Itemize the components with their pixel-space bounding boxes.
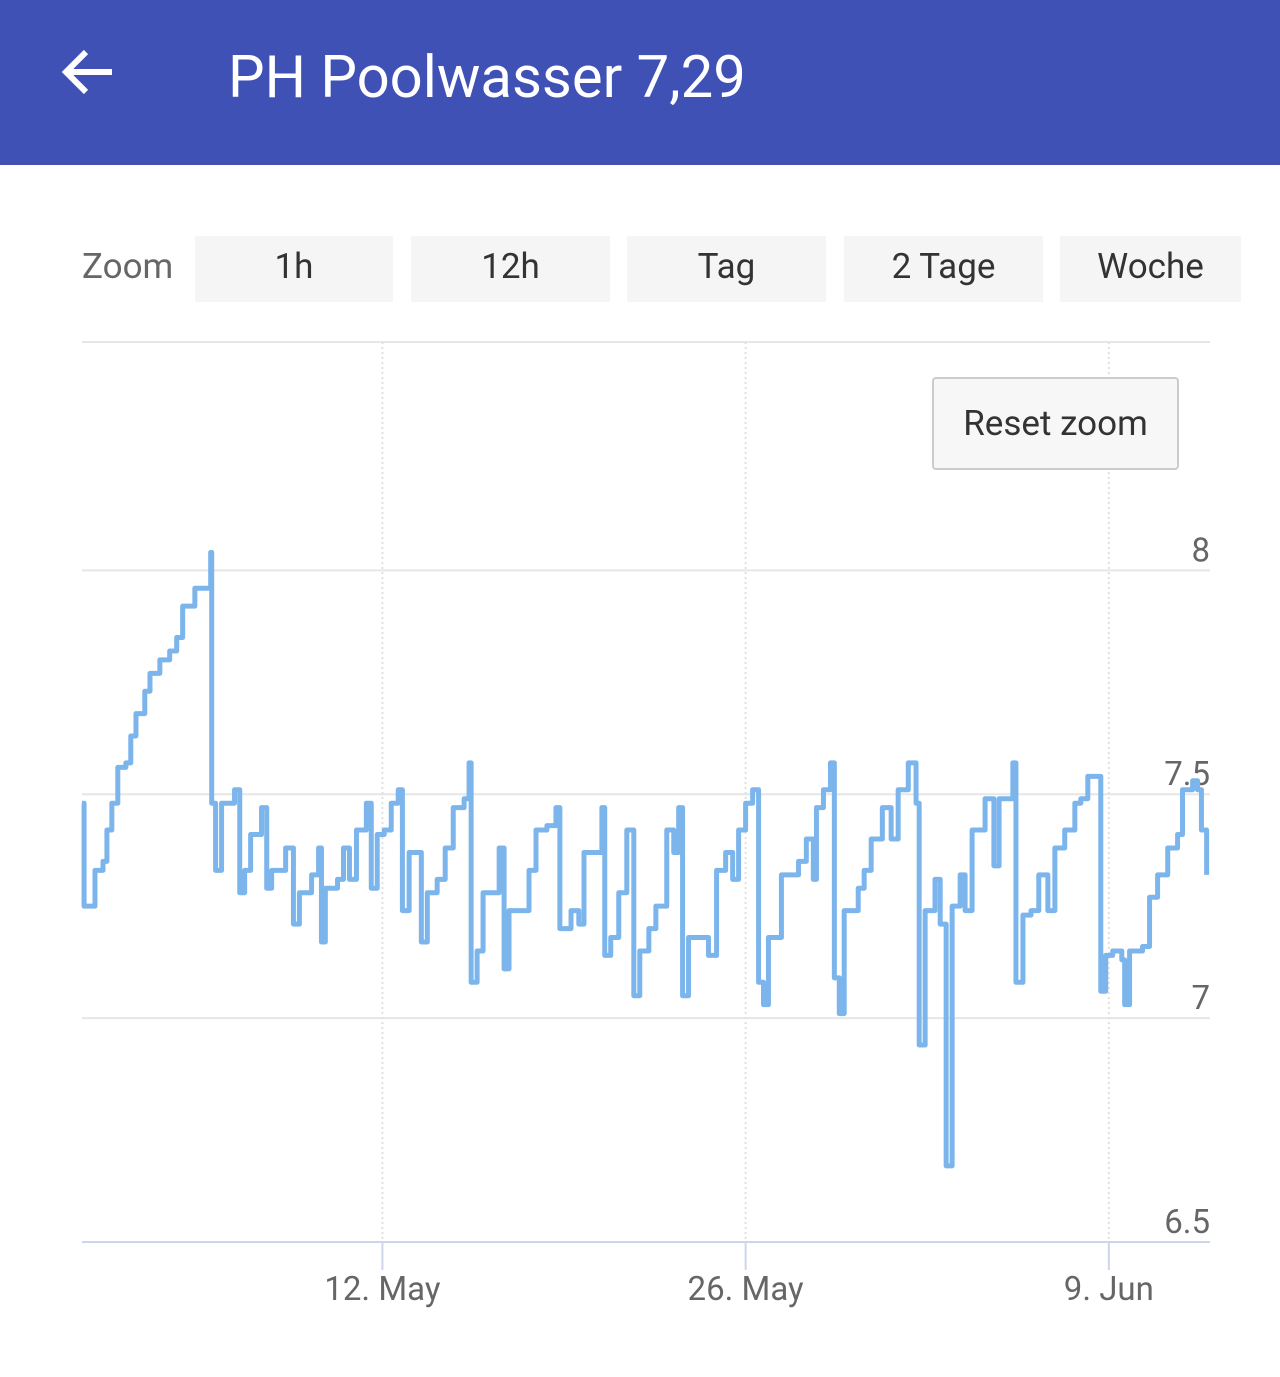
y-tick-label: 7 <box>1191 979 1210 1018</box>
y-tick-label: 7.5 <box>1164 755 1210 794</box>
zoom-button[interactable]: 12h <box>411 236 610 302</box>
zoom-button[interactable]: 2 Tage <box>844 236 1043 302</box>
x-tick-label: 9. Jun <box>1064 1270 1154 1309</box>
x-tick-label: 26. May <box>688 1270 804 1309</box>
reset-zoom-button[interactable]: Reset zoom <box>932 377 1179 470</box>
title: PH Poolwasser 7,29 <box>228 44 746 112</box>
zoom-button[interactable]: Tag <box>627 236 826 302</box>
back-icon[interactable] <box>50 35 170 185</box>
x-tick-label: 12. May <box>324 1270 440 1309</box>
zoom-label: Zoom <box>82 246 174 287</box>
app-bar: PH Poolwasser 7,29 <box>0 0 1280 165</box>
y-tick-label: 8 <box>1191 531 1210 570</box>
y-tick-label: 6.5 <box>1164 1203 1210 1242</box>
zoom-button[interactable]: Woche <box>1060 236 1241 302</box>
data-line <box>81 549 1210 1169</box>
zoom-button[interactable]: 1h <box>195 236 393 302</box>
